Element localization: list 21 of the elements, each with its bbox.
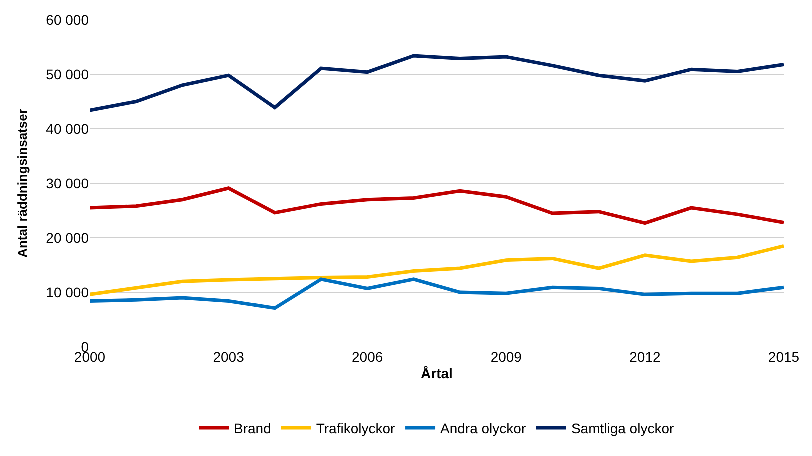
legend-label: Brand [234, 420, 272, 436]
line-series [90, 278, 784, 310]
x-tick-label: 2012 [630, 349, 661, 365]
y-tick-label: 10 000 [46, 284, 90, 300]
y-tick-label: 60 000 [46, 12, 90, 28]
line-series [90, 54, 784, 112]
line-series [90, 186, 784, 226]
x-axis-title: Årtal [421, 365, 453, 382]
legend-label: Samtliga olyckor [571, 420, 674, 436]
y-tick-label: 50 000 [46, 66, 90, 82]
legend-label: Trafikolyckor [316, 420, 396, 436]
legend-label: Andra olyckor [440, 420, 526, 436]
y-tick-label: 40 000 [46, 120, 90, 137]
x-tick-label: 2003 [213, 349, 245, 365]
line-series [90, 244, 784, 296]
x-tick-label: 2015 [768, 349, 800, 365]
x-tick-label: 2009 [490, 349, 522, 365]
y-tick-label: 30 000 [46, 175, 90, 192]
y-axis-title: Antal räddningsinsatser [15, 109, 30, 258]
x-tick-label: 2006 [352, 349, 384, 365]
y-tick-label: 20 000 [46, 230, 90, 246]
